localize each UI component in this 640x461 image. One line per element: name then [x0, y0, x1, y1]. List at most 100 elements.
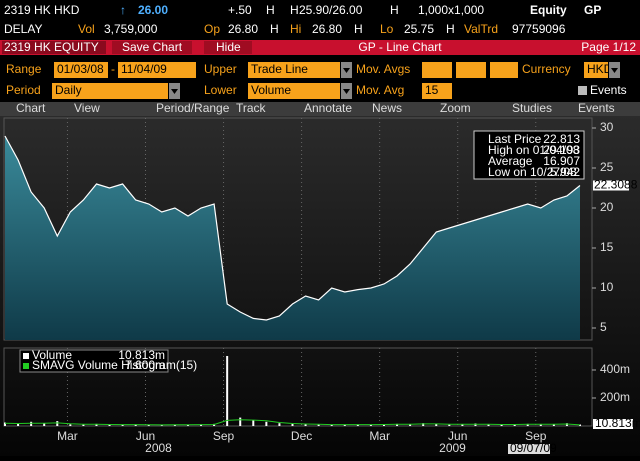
x-tick-label: Dec — [291, 429, 312, 443]
label: Equity — [530, 3, 567, 17]
volume-bar — [539, 424, 542, 426]
label[interactable]: Hide — [216, 40, 241, 54]
volume-bar — [526, 423, 529, 426]
label: Events — [590, 83, 627, 97]
security-box — [2, 41, 106, 54]
x-tick-label: Sep — [213, 429, 235, 443]
legend-label: High on 01/04/08 — [488, 143, 580, 157]
x-tick-label: Mar — [369, 429, 390, 443]
toolbar — [0, 102, 640, 116]
field[interactable] — [248, 62, 340, 78]
legend-value: 22.813 — [543, 132, 580, 146]
legend-value: 10.813m — [118, 348, 165, 362]
label: Range — [6, 62, 42, 76]
field[interactable] — [52, 83, 168, 99]
label: +.50 — [228, 3, 252, 17]
volume-bar — [474, 423, 477, 426]
volume-bar — [317, 424, 320, 426]
volume-bar — [448, 424, 451, 426]
label: H — [446, 22, 455, 36]
field[interactable] — [248, 83, 340, 99]
year-label: 2008 — [145, 441, 172, 455]
field[interactable] — [422, 62, 452, 78]
label: 1,000x1,000 — [418, 3, 484, 17]
volume-bar — [30, 421, 33, 426]
toolbar-item[interactable]: Events — [578, 101, 615, 115]
legend-value: 5.942 — [550, 165, 580, 179]
dropdown-arrow — [343, 89, 350, 94]
legend-swatch — [23, 353, 29, 359]
date-stamp-box — [508, 444, 550, 454]
volume-bar — [513, 424, 516, 426]
toolbar-item[interactable]: Chart — [16, 101, 46, 115]
volume-bar — [304, 424, 307, 426]
x-tick-label: Mar — [57, 429, 78, 443]
label: 26.80 — [312, 22, 342, 36]
label: 2319 HK HKD — [4, 3, 80, 17]
label: 3,759,000 — [104, 22, 158, 36]
panel — [3, 347, 593, 427]
label: Mov. Avgs — [356, 62, 410, 76]
volume-bar — [173, 424, 176, 426]
field[interactable] — [118, 62, 196, 78]
label[interactable]: Daily — [55, 83, 82, 97]
legend-swatch — [23, 363, 29, 369]
year-label: 2009 — [439, 441, 466, 455]
toolbar-item[interactable]: Studies — [512, 101, 552, 115]
volume-bar — [95, 423, 98, 426]
volume-bar — [487, 424, 490, 426]
label: 97759096 — [512, 22, 566, 36]
legend-value: 16.907 — [543, 154, 580, 168]
label: Lower — [204, 83, 237, 97]
volume-tag: 10.813m — [595, 416, 640, 430]
toolbar-item[interactable]: Zoom — [440, 101, 471, 115]
toolbar-item[interactable]: Period/Range — [156, 101, 230, 115]
field[interactable] — [54, 62, 108, 78]
volume-bar — [552, 424, 555, 426]
label[interactable]: Save Chart — [122, 40, 183, 54]
volume-bar — [252, 420, 255, 426]
volume-bar — [330, 424, 333, 426]
label: Vol — [78, 22, 95, 36]
toolbar-item[interactable]: Annotate — [304, 101, 352, 115]
volume-bar — [356, 424, 359, 426]
volume-bar — [200, 424, 203, 426]
field[interactable] — [456, 62, 486, 78]
dropdown-arrow — [343, 68, 350, 73]
label[interactable]: Volume — [251, 83, 291, 97]
legend-label: Volume — [32, 348, 72, 362]
checkbox[interactable] — [578, 86, 587, 95]
y-tick-label: 10 — [600, 280, 614, 294]
field[interactable] — [584, 62, 608, 78]
volume-bar — [17, 423, 20, 426]
label[interactable]: 11/04/09 — [121, 62, 167, 76]
volume-bar — [343, 424, 346, 426]
label[interactable]: HKD — [587, 62, 613, 76]
legend-box — [19, 349, 169, 373]
field[interactable] — [422, 83, 452, 99]
button[interactable] — [204, 41, 252, 54]
volume-bar — [43, 423, 46, 426]
last-tag-box — [593, 180, 629, 191]
legend-label: Average — [488, 154, 533, 168]
volume-bar — [396, 423, 399, 426]
button[interactable] — [112, 41, 192, 54]
label: Upper — [204, 62, 237, 76]
label[interactable]: 01/03/08 — [57, 62, 104, 76]
y-tick-label: 15 — [600, 240, 614, 254]
volume-bar — [461, 424, 464, 426]
field[interactable] — [490, 62, 518, 78]
label[interactable]: Trade Line — [251, 62, 308, 76]
x-tick-label: Jun — [448, 429, 467, 443]
toolbar-item[interactable]: View — [74, 101, 100, 115]
label: H — [270, 22, 279, 36]
label[interactable]: 15 — [425, 83, 439, 97]
label: Hi — [290, 22, 301, 36]
legend-value: 7.600m — [125, 358, 165, 372]
volume-bar — [4, 422, 6, 426]
y-tick-label: 30 — [600, 120, 614, 134]
toolbar-item[interactable]: News — [372, 101, 402, 115]
x-tick-label: Jun — [136, 429, 155, 443]
toolbar-item[interactable]: Track — [236, 101, 267, 115]
label: ↑ — [120, 3, 126, 17]
